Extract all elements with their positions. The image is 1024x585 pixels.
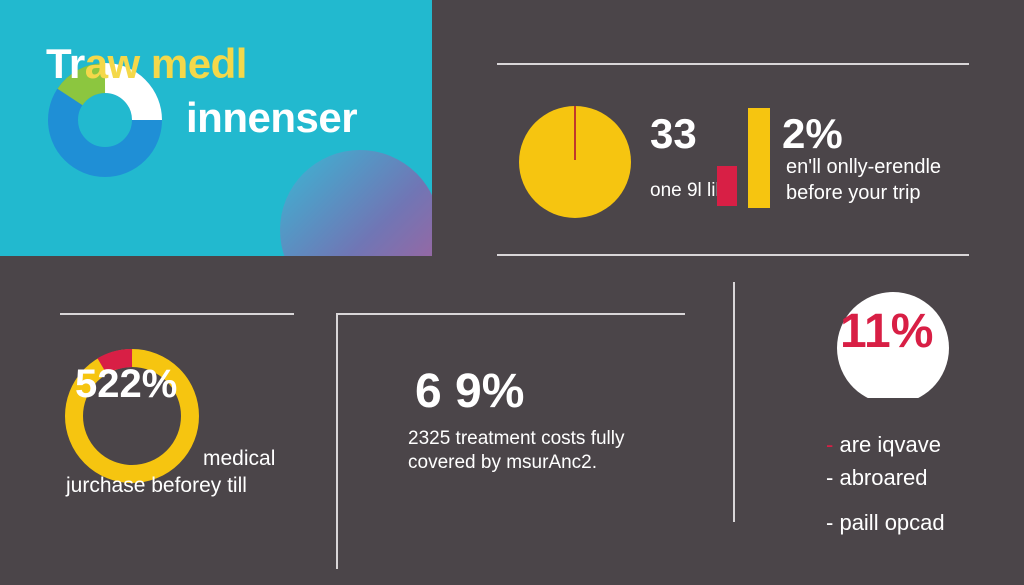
header-title-line2: innenser bbox=[186, 94, 358, 141]
header-decoration bbox=[48, 63, 432, 256]
stat-left-label-line1: medical bbox=[203, 447, 276, 470]
stat-middle-label-line1: 2325 treatment costs fully bbox=[408, 428, 625, 449]
yellow-ring-chart bbox=[65, 349, 199, 483]
white-circle-badge bbox=[837, 292, 949, 398]
stat-top-label-a: one 9l lill bbox=[650, 180, 724, 201]
bullet-dash-icon: - bbox=[826, 432, 834, 457]
stat-middle-label-line2: covered by msurAnc2. bbox=[408, 452, 598, 473]
stat-middle-value: 6 9% bbox=[415, 365, 525, 418]
divider-upper-right bbox=[497, 254, 969, 256]
stat-top-value-a: 33 bbox=[650, 110, 697, 157]
stat-left-label-line2: jurchase beforey till bbox=[66, 474, 247, 497]
yellow-pie-icon bbox=[519, 106, 631, 218]
divider-left bbox=[60, 313, 294, 315]
stat-right-value: 11% bbox=[840, 305, 934, 358]
donut-white-segment bbox=[104, 63, 162, 121]
stat-left-value: 522% bbox=[75, 362, 178, 406]
bullet-item-3: - paill opcad bbox=[826, 510, 945, 535]
stat-top-value-b: 2% bbox=[782, 110, 843, 157]
gradient-orb bbox=[280, 150, 432, 256]
header-panel: Traw medl innenser bbox=[0, 0, 432, 256]
divider-top bbox=[497, 63, 969, 65]
stat-top-text-line1: en'll onlly-erendle bbox=[786, 156, 942, 178]
header-title-line1: Traw medl bbox=[46, 40, 247, 87]
donut-green-segment bbox=[57, 63, 106, 106]
bar-icon bbox=[717, 108, 770, 208]
stat-top-text-line2: before your trip bbox=[786, 182, 921, 204]
bullet-dash-icon: - bbox=[826, 510, 834, 535]
divider-vertical-right bbox=[733, 282, 735, 522]
bullet-item-2: - abroared bbox=[826, 465, 928, 490]
divider-middle bbox=[337, 313, 685, 315]
bullet-dash-icon: - bbox=[826, 465, 834, 490]
divider-vertical-middle bbox=[336, 313, 338, 569]
bullet-item-1: - are iqvave bbox=[826, 432, 941, 457]
